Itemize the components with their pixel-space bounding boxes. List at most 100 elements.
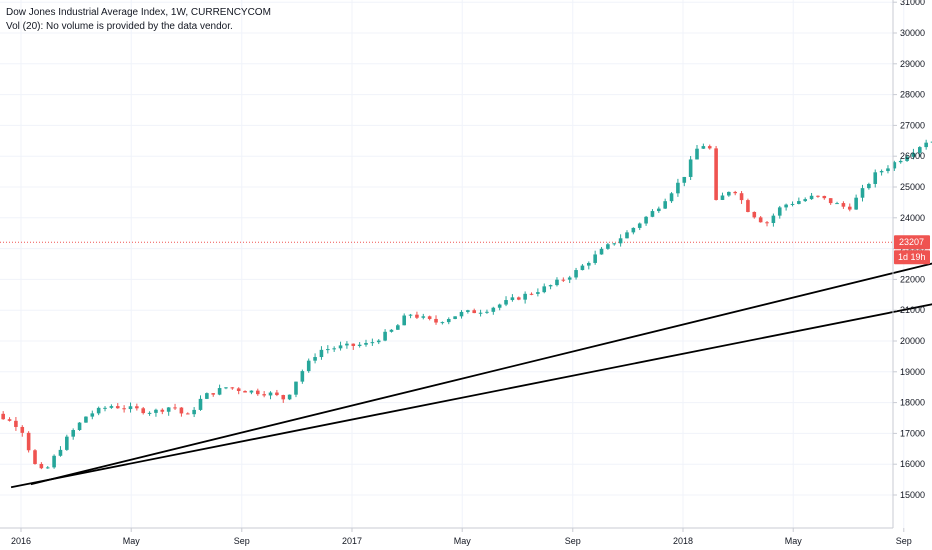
- candle-body: [122, 408, 126, 410]
- candle-body: [383, 331, 387, 341]
- candle-body: [376, 340, 381, 343]
- time-axis[interactable]: 2016MaySep2017MaySep2018MaySep2019MaySep…: [11, 528, 932, 546]
- volume-legend[interactable]: Vol (20): No volume is provided by the d…: [6, 21, 233, 32]
- candle-body: [504, 300, 508, 305]
- grid: [0, 0, 905, 528]
- candle-body: [612, 243, 617, 245]
- y-tick-label: 15000: [900, 490, 925, 500]
- x-tick-label: Sep: [234, 536, 250, 546]
- trendline-upper[interactable]: [30, 116, 932, 486]
- x-tick-label: May: [454, 536, 472, 546]
- candle-body: [459, 311, 464, 317]
- candle-body: [33, 450, 37, 464]
- candle-body: [924, 142, 928, 148]
- candle-body: [657, 208, 661, 212]
- candle-body: [841, 203, 846, 207]
- candle-body: [319, 349, 324, 358]
- candle-body: [345, 343, 349, 346]
- last-price-badge: [894, 235, 930, 250]
- candle-body: [306, 360, 311, 372]
- candle-body: [765, 222, 769, 224]
- candle-body: [854, 197, 858, 210]
- candle-body: [784, 204, 788, 208]
- price-axis[interactable]: 15000 16000 17000 18000 19000 20000 21000 22000…: [893, 0, 925, 500]
- candle-body: [173, 407, 177, 409]
- candle-body: [746, 200, 750, 212]
- candle-body: [682, 176, 687, 183]
- candle-body: [739, 193, 744, 201]
- candle-body: [77, 422, 82, 430]
- candle-body: [364, 342, 368, 345]
- candle-body: [911, 152, 916, 157]
- candle-body: [230, 387, 235, 389]
- candle-body: [835, 203, 839, 205]
- candle-body: [115, 406, 120, 409]
- candle-body: [593, 254, 597, 263]
- candle-body: [618, 238, 623, 244]
- symbol-legend[interactable]: Dow Jones Industrial Average Index, 1W, …: [6, 7, 271, 18]
- candle-body: [332, 348, 336, 350]
- candle-body: [192, 409, 196, 415]
- candle-body: [90, 413, 95, 417]
- x-tick-label: 2018: [673, 536, 693, 546]
- candle-body: [860, 188, 865, 198]
- price-badges: 23207 1d 19h: [894, 235, 930, 265]
- candle-body: [917, 147, 922, 153]
- candle-body: [847, 206, 852, 210]
- candles: [1, 139, 932, 470]
- candle-body: [536, 292, 540, 294]
- candle-body: [217, 388, 222, 395]
- candle-body: [676, 182, 680, 194]
- candle-body: [262, 394, 266, 396]
- y-tick-label: 25000: [900, 182, 925, 192]
- candle-body: [720, 195, 725, 200]
- candle-body: [434, 318, 438, 323]
- candle-body: [510, 297, 515, 301]
- candle-body: [211, 393, 216, 395]
- candle-body: [14, 420, 18, 427]
- candle-body: [160, 409, 165, 412]
- candle-body: [396, 325, 400, 330]
- candle-body: [472, 310, 477, 314]
- candle-body: [179, 407, 184, 414]
- candle-body: [281, 395, 286, 400]
- candle-body: [771, 215, 776, 224]
- candle-body: [867, 183, 871, 189]
- candle-body: [154, 409, 158, 413]
- candle-body: [580, 265, 585, 271]
- x-tick-label: 2017: [342, 536, 362, 546]
- y-tick-label: 31000: [900, 0, 925, 7]
- candle-body: [688, 159, 693, 177]
- candle-body: [249, 390, 254, 393]
- candle-body: [898, 160, 903, 163]
- candle-body: [103, 407, 107, 409]
- candle-body: [198, 398, 203, 410]
- candle-body: [26, 432, 31, 451]
- candle-body: [58, 449, 63, 456]
- candle-body: [185, 413, 190, 415]
- candle-body: [548, 285, 553, 287]
- candle-body: [7, 419, 12, 421]
- candle-body: [45, 467, 50, 469]
- countdown-badge: [894, 250, 930, 265]
- candle-body: [797, 201, 801, 204]
- candle-body: [727, 191, 731, 196]
- candle-body: [561, 279, 566, 281]
- candle-body: [287, 394, 292, 400]
- trendline-lower[interactable]: [10, 172, 932, 489]
- x-tick-label: May: [123, 536, 141, 546]
- y-tick-label: 18000: [900, 398, 925, 408]
- candle-body: [141, 408, 146, 414]
- candle-body: [663, 201, 667, 209]
- candle-body: [758, 217, 763, 223]
- candle-body: [205, 393, 209, 399]
- candle-body: [1, 413, 5, 420]
- candle-body: [777, 207, 782, 216]
- last-price-value: 23207: [899, 237, 924, 247]
- candle-body: [478, 312, 483, 314]
- y-tick-label: 21000: [900, 305, 925, 315]
- candle-body: [446, 318, 451, 323]
- candle-body: [389, 329, 394, 332]
- candle-body: [313, 357, 317, 361]
